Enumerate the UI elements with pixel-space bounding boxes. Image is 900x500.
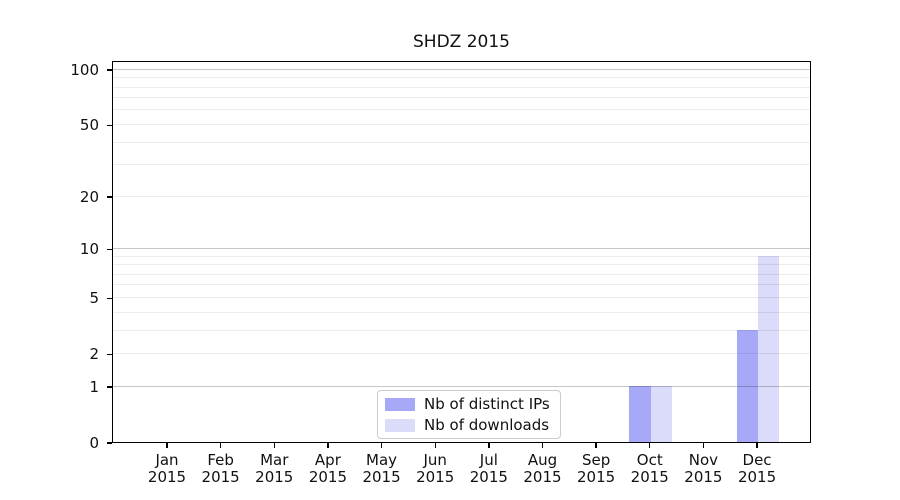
x-tick-label: Dec 2015 xyxy=(737,451,777,486)
gridline-minor xyxy=(113,352,810,354)
gridline-minor xyxy=(113,195,810,197)
gridline-minor xyxy=(113,109,810,111)
x-tick-label: Aug 2015 xyxy=(523,451,562,486)
plot-area: Nb of distinct IPs Nb of downloads xyxy=(112,61,811,443)
x-tick xyxy=(434,443,436,448)
y-tick xyxy=(107,386,112,388)
gridline-minor xyxy=(113,86,810,88)
bar-downloads xyxy=(650,386,673,442)
gridline-minor xyxy=(113,284,810,286)
legend: Nb of distinct IPs Nb of downloads xyxy=(377,390,561,439)
y-tick-label: 10 xyxy=(79,239,99,258)
x-tick-label: Oct 2015 xyxy=(630,451,669,486)
legend-item: Nb of downloads xyxy=(385,417,550,433)
x-tick-label: Mar 2015 xyxy=(255,451,294,486)
bar-downloads xyxy=(758,256,780,442)
gridline-minor xyxy=(113,123,810,125)
y-tick-label: 50 xyxy=(79,115,99,134)
x-tick-label: Jan 2015 xyxy=(147,451,187,486)
x-tick xyxy=(219,443,222,448)
x-tick xyxy=(702,443,705,448)
y-tick xyxy=(107,196,112,198)
legend-swatch xyxy=(385,418,415,432)
y-tick-label: 5 xyxy=(89,288,99,307)
y-tick xyxy=(107,442,112,444)
gridline-minor xyxy=(113,164,810,166)
gridline-major xyxy=(113,68,810,70)
bar-distinct-ips xyxy=(629,386,651,442)
y-tick xyxy=(107,248,112,250)
x-tick xyxy=(649,443,651,448)
gridline-minor xyxy=(113,296,810,298)
x-tick xyxy=(488,443,490,448)
x-tick-label: Jun 2015 xyxy=(416,451,455,486)
x-tick-label: Jul 2015 xyxy=(469,451,508,486)
x-tick xyxy=(273,443,275,448)
x-tick-label: Sep 2015 xyxy=(577,451,616,486)
gridline-major xyxy=(113,385,810,387)
x-tick-label: Apr 2015 xyxy=(308,451,347,486)
gridline-minor xyxy=(113,255,810,257)
x-tick xyxy=(166,443,168,448)
y-tick-label: 2 xyxy=(89,344,99,363)
gridline-minor xyxy=(113,97,810,99)
x-tick-label: Nov 2015 xyxy=(684,451,723,486)
gridline-minor xyxy=(113,273,810,275)
x-tick-label: May 2015 xyxy=(362,451,401,486)
gridline-major xyxy=(113,247,810,249)
y-tick xyxy=(107,297,112,299)
y-tick xyxy=(107,124,112,127)
y-tick-label: 20 xyxy=(79,187,99,206)
y-tick-label: 100 xyxy=(70,60,99,79)
gridline-minor xyxy=(113,141,810,143)
gridline-minor xyxy=(113,329,810,331)
x-tick xyxy=(380,443,383,448)
legend-label: Nb of distinct IPs xyxy=(424,395,550,413)
chart-title: SHDZ 2015 xyxy=(413,32,510,52)
y-tick xyxy=(107,353,112,355)
gridline-minor xyxy=(113,77,810,79)
x-tick xyxy=(327,443,329,448)
x-tick xyxy=(541,443,544,448)
gridline-minor xyxy=(113,264,810,266)
y-tick xyxy=(107,69,112,71)
legend-label: Nb of downloads xyxy=(424,416,550,434)
legend-item: Nb of distinct IPs xyxy=(385,396,550,412)
x-tick xyxy=(756,443,758,448)
x-tick-label: Feb 2015 xyxy=(201,451,240,486)
bar-distinct-ips xyxy=(736,330,759,442)
y-tick-label: 1 xyxy=(89,377,99,396)
gridline-minor xyxy=(113,311,810,313)
x-tick xyxy=(595,443,597,448)
legend-swatch xyxy=(385,397,415,411)
y-tick-label: 0 xyxy=(89,433,99,452)
